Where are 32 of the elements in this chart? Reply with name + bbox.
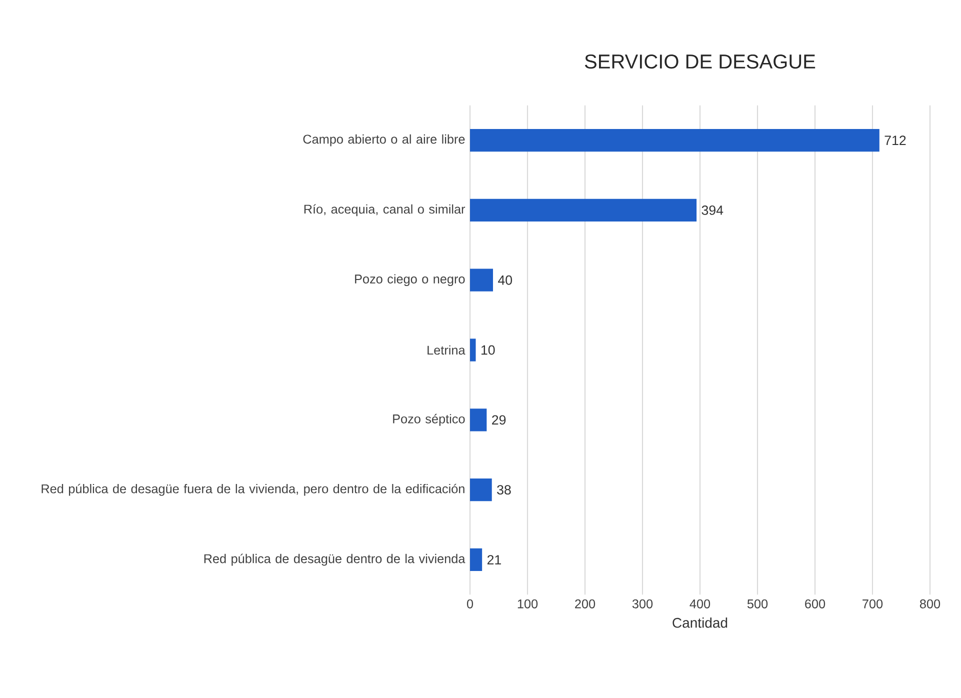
x-tick-label: 300 (632, 599, 653, 608)
bar (470, 338, 476, 362)
data-label: 21 (487, 555, 501, 564)
chart-title: SERVICIO DE DESAGUE (584, 54, 816, 69)
x-tick-label: 700 (862, 599, 883, 608)
y-tick-label: Pozo séptico (393, 414, 465, 426)
x-tick-label: 200 (575, 599, 596, 608)
bar (470, 128, 880, 152)
bar (470, 408, 487, 432)
x-tick-label: 800 (920, 599, 940, 608)
data-label: 38 (497, 485, 511, 495)
bar (470, 268, 493, 292)
y-tick-label: Campo abierto o al aire libre (303, 134, 465, 146)
y-tick-label: Red pública de desagüe dentro de la vivienda (204, 554, 466, 566)
y-tick-label: Pozo ciego o negro (355, 274, 465, 286)
data-label: 40 (498, 275, 512, 285)
bar (470, 478, 492, 502)
data-label: 10 (481, 345, 495, 355)
y-tick-label: Río, acequia, canal o similar (304, 204, 466, 216)
x-tick-label: 400 (690, 599, 710, 608)
y-tick-label: Letrina (428, 345, 466, 355)
x-tick-label: 500 (747, 599, 768, 608)
x-axis-title: Cantidad (672, 618, 728, 628)
y-tick-label: Red pública de desagüe fuera de la vivienda, pero dentro de la edificación (42, 484, 464, 496)
x-tick-label: 100 (518, 599, 538, 608)
bar (470, 198, 697, 222)
x-tick-label: 0 (466, 599, 474, 608)
x-tick-label: 600 (805, 599, 826, 608)
data-label: 712 (884, 136, 906, 145)
data-label: 29 (492, 415, 506, 425)
data-label: 394 (702, 205, 724, 215)
bar (470, 548, 482, 572)
